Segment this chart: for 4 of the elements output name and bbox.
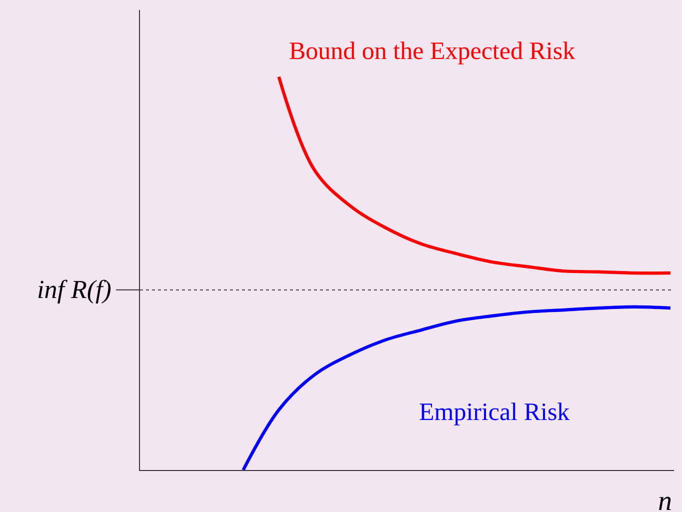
series-label: Bound on the Expected Risk	[289, 38, 576, 65]
text: Empirical Risk	[419, 399, 570, 426]
ref-line-label: inf R(f)	[37, 275, 112, 304]
x-axis-title: n	[658, 486, 672, 512]
